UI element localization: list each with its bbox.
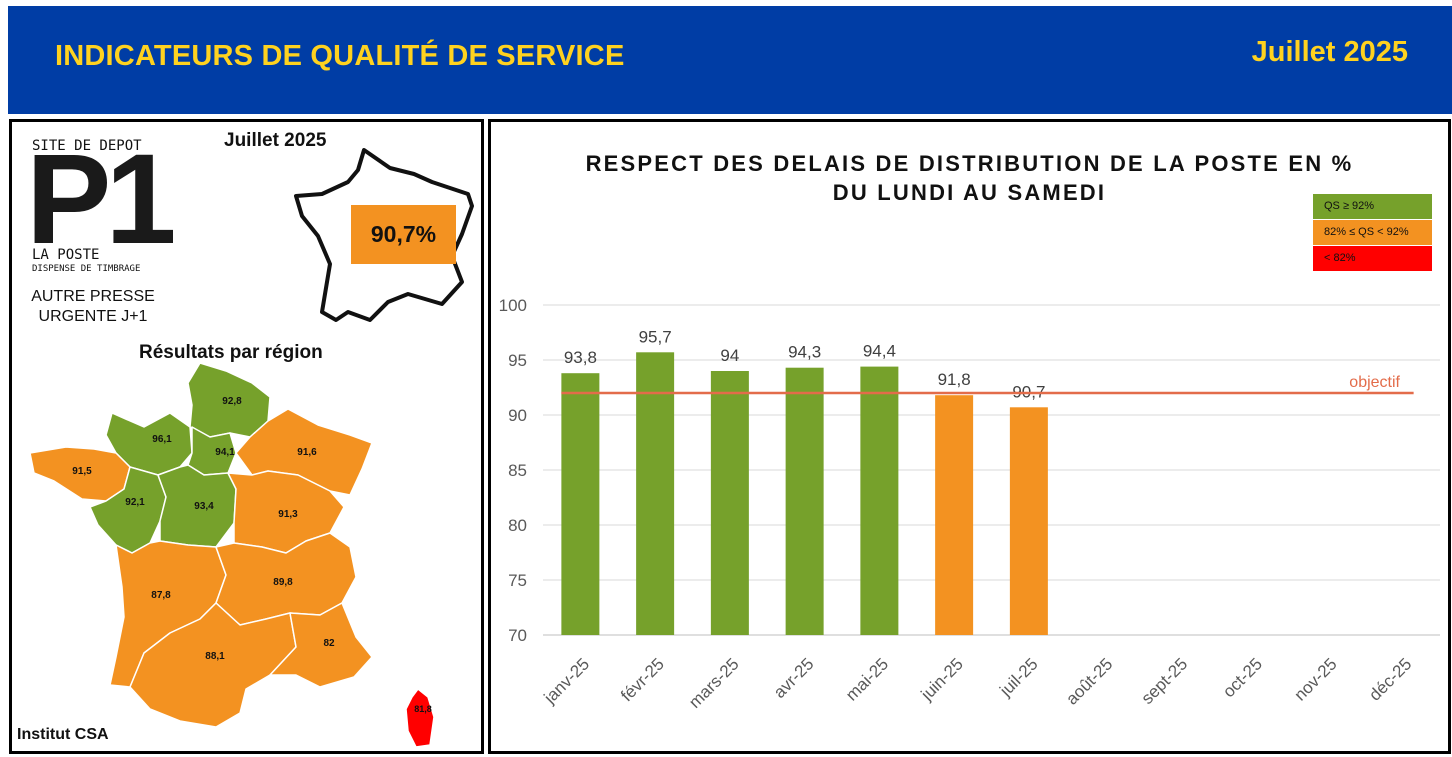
bar bbox=[710, 371, 749, 635]
x-tick-label: juil-25 bbox=[995, 654, 1041, 700]
region-label-bretagne: 91,5 bbox=[72, 466, 92, 477]
bar-value-label: 94,3 bbox=[788, 343, 821, 362]
region-paca bbox=[269, 602, 373, 688]
x-tick-label: nov-25 bbox=[1291, 654, 1341, 704]
region-grand-est bbox=[235, 408, 373, 496]
left-panel: P1 SITE DE DEPOT LA POSTE DISPENSE DE TI… bbox=[9, 119, 484, 754]
bar-value-label: 94 bbox=[720, 346, 739, 365]
logo-top-text: SITE DE DEPOT bbox=[32, 138, 142, 154]
bar-value-label: 91,8 bbox=[938, 370, 971, 389]
bar-value-label: 93,8 bbox=[564, 348, 597, 367]
chart-legend: QS ≥ 92% 82% ≤ QS < 92% < 82% bbox=[1313, 194, 1432, 272]
y-tick-label: 85 bbox=[508, 461, 527, 480]
x-tick-label: août-25 bbox=[1062, 654, 1116, 708]
x-tick-label: mai-25 bbox=[842, 654, 892, 704]
header-date: Juillet 2025 bbox=[1251, 36, 1408, 68]
region-pays-de-la-loire bbox=[89, 466, 167, 554]
x-tick-label: janv-25 bbox=[540, 654, 594, 708]
y-tick-label: 80 bbox=[508, 516, 527, 535]
product-line-1: AUTRE PRESSE bbox=[31, 288, 155, 305]
region-label-corse: 81,8 bbox=[414, 704, 432, 714]
region-label-ile-de-france: 94,1 bbox=[215, 447, 235, 458]
region-label-auvergne-rhone-alpes: 89,8 bbox=[273, 577, 293, 588]
y-tick-label: 70 bbox=[508, 626, 527, 645]
bar bbox=[1009, 407, 1048, 635]
bar bbox=[860, 366, 899, 635]
chart-subtitle: DU LUNDI AU SAMEDI bbox=[832, 180, 1107, 205]
y-tick-label: 90 bbox=[508, 406, 527, 425]
region-label-centre: 93,4 bbox=[194, 501, 214, 512]
x-tick-label: avr-25 bbox=[770, 654, 818, 702]
chart-title-line-1: RESPECT DES DELAIS DE DISTRIBUTION DE LA… bbox=[585, 151, 1354, 176]
region-nord bbox=[187, 362, 271, 438]
region-label-pays-de-la-loire: 92,1 bbox=[125, 497, 145, 508]
logo-sub1: LA POSTE bbox=[32, 247, 100, 263]
legend-item-red: < 82% bbox=[1313, 246, 1432, 271]
region-label-nouvelle-aquitaine: 87,8 bbox=[151, 590, 171, 601]
logo-p1: P1 bbox=[26, 128, 177, 271]
region-corse bbox=[405, 688, 435, 747]
region-label-nord: 92,8 bbox=[222, 396, 242, 407]
legend-item-orange: 82% ≤ QS < 92% bbox=[1313, 220, 1432, 245]
product-line-2: URGENTE J+1 bbox=[38, 308, 148, 325]
region-title: Résultats par région bbox=[139, 342, 323, 363]
x-tick-label: déc-25 bbox=[1365, 654, 1415, 704]
objective-label: objectif bbox=[1349, 374, 1400, 391]
bar-value-label: 94,4 bbox=[863, 342, 896, 361]
region-label-grand-est: 91,6 bbox=[297, 447, 317, 458]
region-label-bourgogne: 91,3 bbox=[278, 509, 298, 520]
y-tick-label: 95 bbox=[508, 351, 527, 370]
right-panel: RESPECT DES DELAIS DE DISTRIBUTION DE LA… bbox=[488, 119, 1451, 754]
x-tick-label: juin-25 bbox=[917, 654, 967, 704]
x-tick-label: févr-25 bbox=[617, 654, 668, 705]
legend-item-green: QS ≥ 92% bbox=[1313, 194, 1432, 219]
source-label: Institut CSA bbox=[17, 726, 109, 743]
bar-chart: 70 75 80 85 90 95 100 93,8 janv-25 95,7 févr-25 94 m… bbox=[499, 296, 1440, 712]
region-label-paca: 82 bbox=[323, 638, 335, 649]
france-region-map: 92,8 96,1 94,1 91,5 91,6 92,1 93,4 91,3 … bbox=[29, 362, 435, 747]
region-label-normandie: 96,1 bbox=[152, 434, 172, 445]
bar bbox=[785, 367, 824, 635]
x-tick-label: oct-25 bbox=[1219, 654, 1266, 701]
product-label: AUTRE PRESSE URGENTE J+1 bbox=[18, 287, 168, 327]
region-label-occitanie: 88,1 bbox=[205, 651, 225, 662]
page-title: INDICATEURS DE QUALITÉ DE SERVICE bbox=[55, 40, 625, 72]
x-tick-label: mars-25 bbox=[685, 654, 743, 712]
bar-value-label: 95,7 bbox=[639, 327, 672, 346]
panel-month: Juillet 2025 bbox=[224, 130, 327, 151]
logo-sub2: DISPENSE DE TIMBRAGE bbox=[32, 264, 141, 274]
bar bbox=[636, 352, 675, 635]
bar bbox=[561, 373, 600, 635]
header-banner: INDICATEURS DE QUALITÉ DE SERVICE Juille… bbox=[8, 6, 1452, 114]
x-tick-label: sept-25 bbox=[1138, 654, 1192, 708]
bar bbox=[935, 395, 974, 635]
y-tick-label: 100 bbox=[499, 296, 527, 315]
y-tick-label: 75 bbox=[508, 571, 527, 590]
chart-title: RESPECT DES DELAIS DE DISTRIBUTION DE LA… bbox=[491, 149, 1448, 207]
national-score-badge: 90,7% bbox=[351, 205, 456, 264]
